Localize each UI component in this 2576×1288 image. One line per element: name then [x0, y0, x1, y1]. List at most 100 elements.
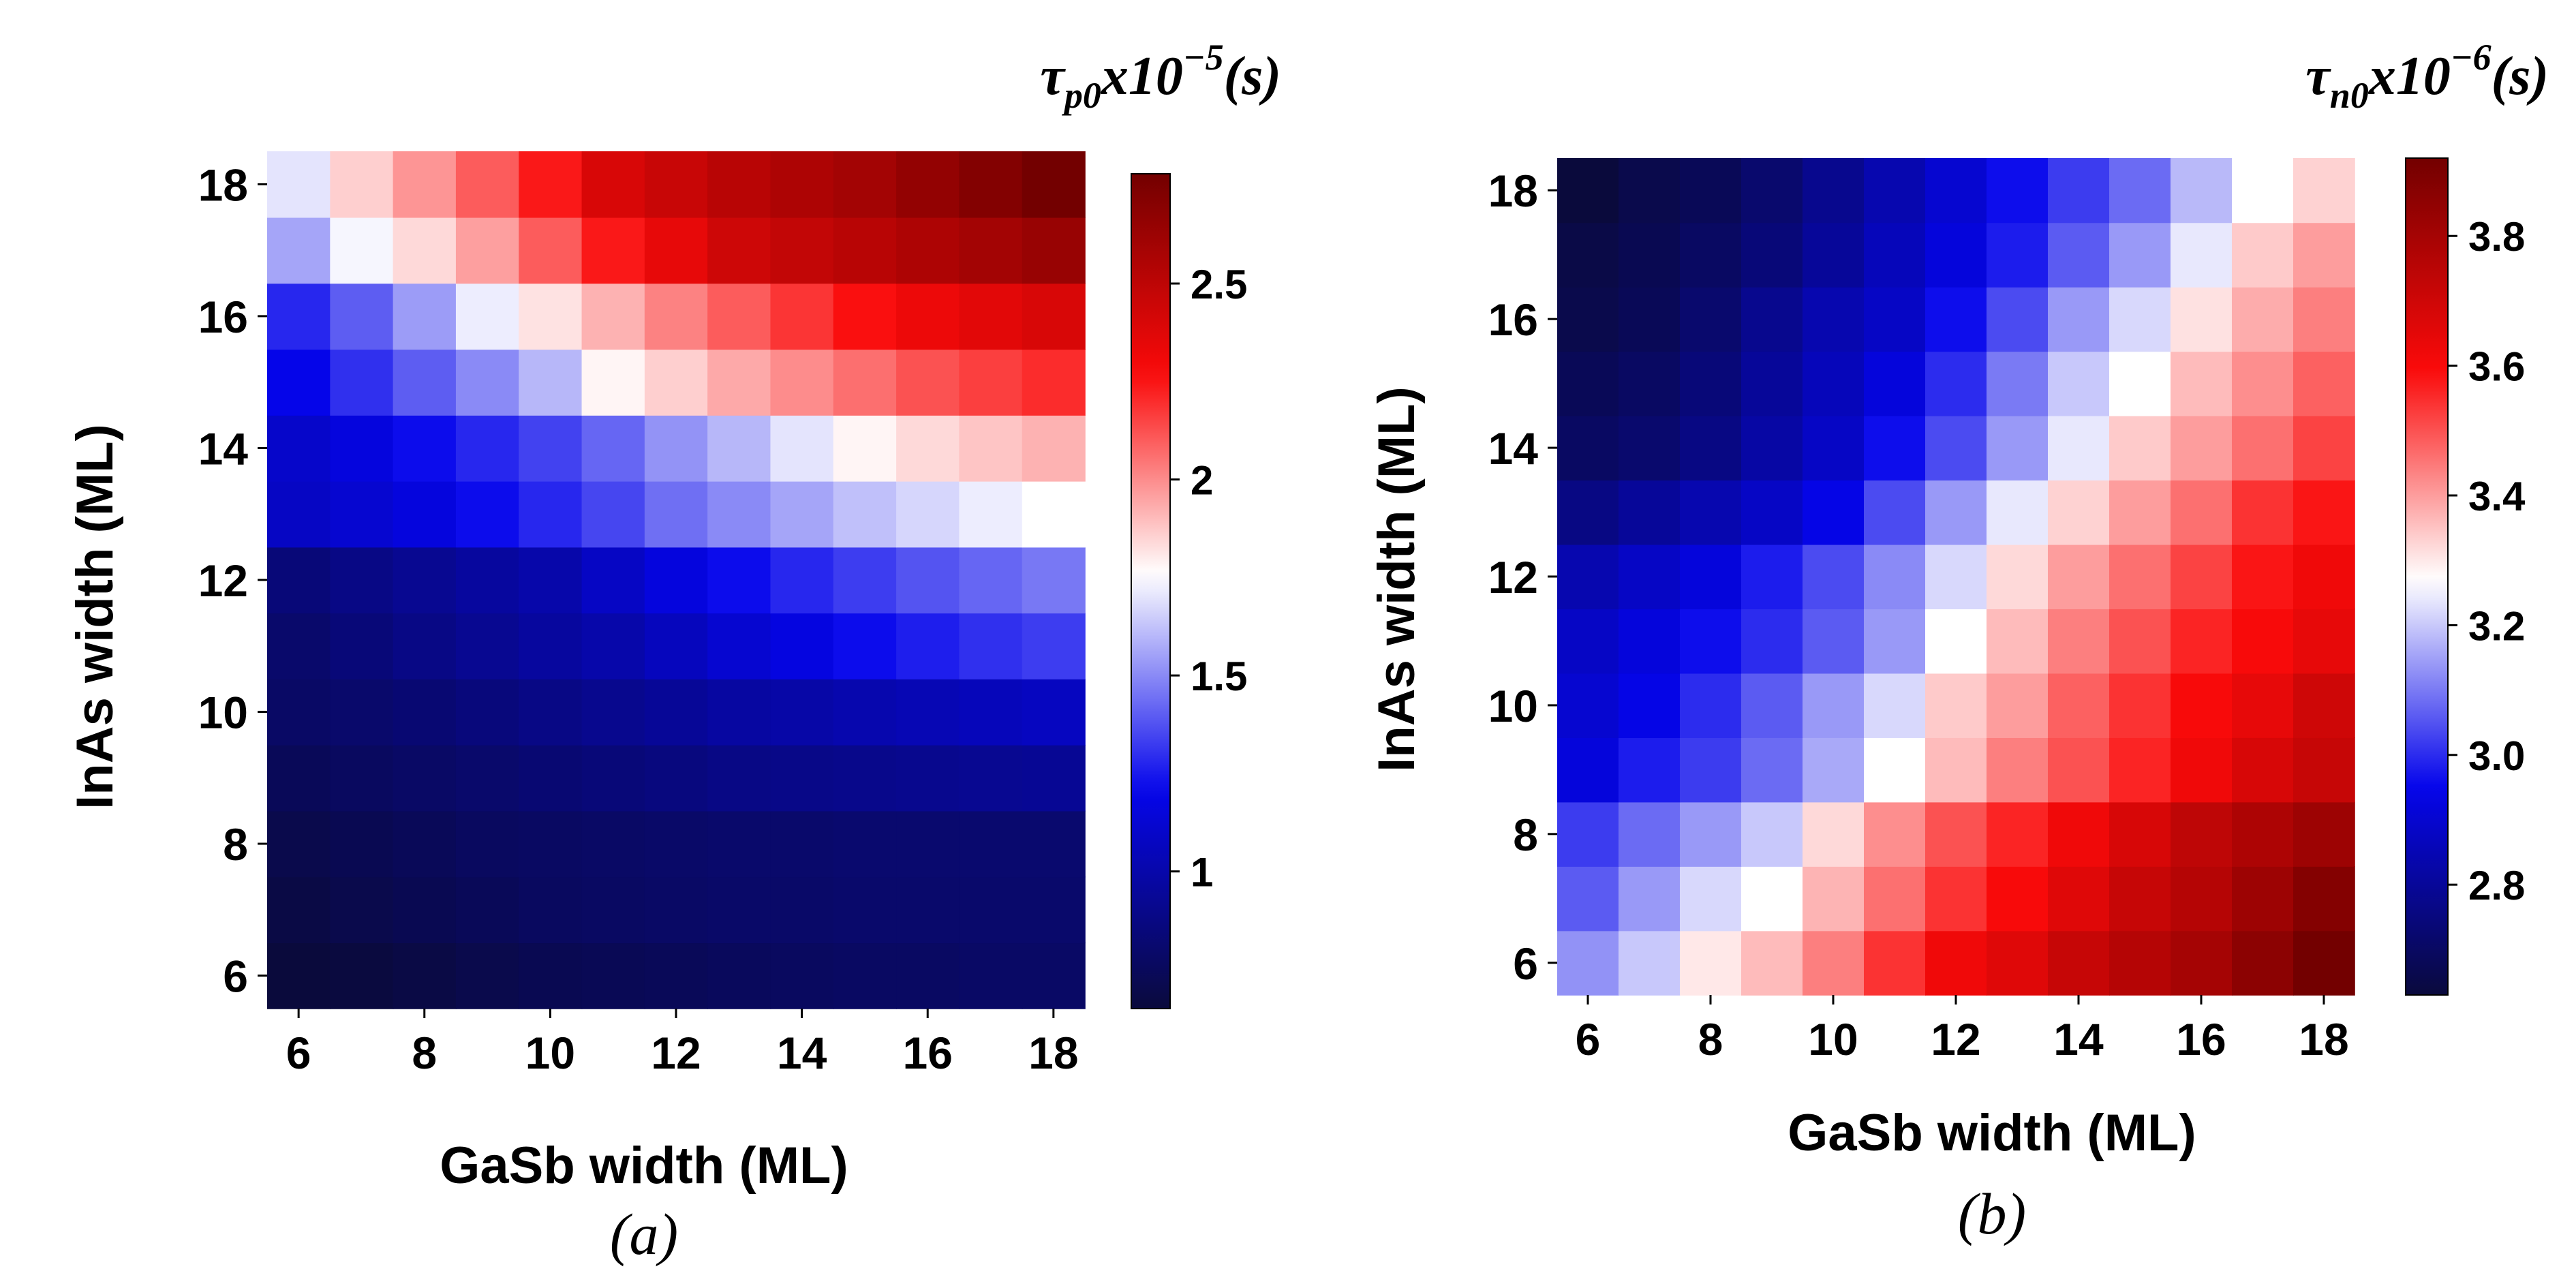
heatmap-cell	[2293, 287, 2355, 352]
heatmap-cell	[959, 151, 1022, 218]
x-ticks-b: 6 8 10 12 14 16 18	[1576, 995, 2349, 1064]
heatmap-cell	[1987, 545, 2049, 609]
heatmap-cell	[2171, 351, 2233, 416]
heatmap-cell	[456, 745, 519, 812]
x-tick-label: 12	[651, 1028, 701, 1078]
x-ticks-a: 6 8 10 12 14 16 18	[286, 1009, 1079, 1078]
heatmap-cell	[2232, 351, 2294, 416]
heatmap-cell	[770, 745, 833, 812]
heatmap-cell	[1925, 416, 1987, 480]
heatmap-cell	[1619, 287, 1681, 352]
heatmap-cell	[2048, 158, 2110, 223]
heatmap-cell	[267, 283, 331, 350]
heatmap-cell	[707, 942, 771, 1009]
heatmap-cell	[330, 217, 393, 284]
heatmap-cell	[1022, 613, 1086, 679]
heatmap-cell	[2171, 737, 2233, 802]
heatmap-cell	[2293, 351, 2355, 416]
heatmap-cell	[1864, 545, 1926, 609]
y-tick-label: 10	[1488, 681, 1538, 731]
heatmap-cell	[896, 151, 960, 218]
heatmap-cell	[707, 613, 771, 679]
colorbar-title-a: τp0x10−5(s)	[1040, 37, 1281, 116]
heatmap-cell	[1864, 222, 1926, 287]
heatmap-cell	[645, 481, 708, 548]
heatmap-cell	[456, 151, 519, 218]
heatmap-cell	[2109, 802, 2171, 867]
heatmap-cell	[1864, 673, 1926, 738]
heatmap-cell	[896, 679, 960, 746]
heatmap-cell	[833, 745, 897, 812]
heatmap-cell	[2109, 480, 2171, 545]
heatmap-cell	[2171, 866, 2233, 931]
heatmap-cell	[833, 217, 897, 284]
heatmap-cell	[582, 349, 645, 416]
heatmap-cell	[1741, 222, 1803, 287]
heatmap-cell	[456, 283, 519, 350]
heatmap-cell	[2293, 802, 2355, 867]
heatmap-cell	[1680, 609, 1742, 673]
heatmap-cell	[833, 481, 897, 548]
heatmap-cell	[959, 481, 1022, 548]
heatmap-cell	[1619, 545, 1681, 609]
heatmap-cell	[1022, 349, 1086, 416]
y-axis-label-a: InAs width (ML)	[66, 424, 124, 810]
heatmap-cell	[833, 283, 897, 350]
heatmap-cell	[1619, 222, 1681, 287]
heatmap-cell	[2293, 222, 2355, 287]
heatmap-cell	[2171, 673, 2233, 738]
x-tick-label: 6	[1576, 1014, 1601, 1064]
heatmap-cell	[645, 349, 708, 416]
heatmap-cell	[330, 745, 393, 812]
heatmap-cell	[2171, 287, 2233, 352]
heatmap-cell	[707, 876, 771, 943]
heatmap-cell	[1987, 609, 2049, 673]
heatmap-cell	[2232, 673, 2294, 738]
heatmap-cell	[1619, 737, 1681, 802]
heatmap-cell	[1803, 737, 1865, 802]
heatmap-cell	[1557, 287, 1619, 352]
heatmap-cell	[1803, 351, 1865, 416]
heatmap-cell	[330, 811, 393, 878]
heatmap-cell	[896, 613, 960, 679]
heatmap-cell	[582, 942, 645, 1009]
heatmap-cell	[1680, 287, 1742, 352]
heatmap-cell	[582, 283, 645, 350]
heatmap-cell	[393, 217, 457, 284]
heatmap-cell	[456, 679, 519, 746]
heatmap-cell	[519, 679, 582, 746]
heatmap-cell	[770, 876, 833, 943]
heatmap-cell	[896, 811, 960, 878]
heatmap-cell	[1022, 811, 1086, 878]
heatmap-cell	[1557, 416, 1619, 480]
y-ticks-a: 6 8 10 12 14 16 18	[198, 159, 267, 1001]
heatmap-cell	[1557, 545, 1619, 609]
heatmap-cell	[1864, 931, 1926, 996]
colorbar-tick-label: 2.8	[2468, 863, 2525, 908]
heatmap-cell	[330, 547, 393, 614]
heatmap-cell	[1619, 609, 1681, 673]
heatmap-cell	[2048, 351, 2110, 416]
heatmap-cell	[2232, 480, 2294, 545]
y-axis-label-b: InAs width (ML)	[1368, 386, 1426, 772]
heatmap-cell	[1680, 480, 1742, 545]
heatmap-cell	[1864, 866, 1926, 931]
heatmap-cell	[2109, 931, 2171, 996]
heatmap-cell	[1680, 351, 1742, 416]
colorbar-ticks-b: 2.8 3.0 3.2 3.4 3.6 3.8	[2448, 214, 2526, 908]
heatmap-cell	[1680, 931, 1742, 996]
panel-b: τn0x10−6(s) 6 8 10 12 14 16 18 6 8 10 12 14 16 18 Ga…	[1368, 37, 2549, 1246]
x-tick-label: 16	[2176, 1014, 2226, 1064]
heatmap-cell	[519, 283, 582, 350]
heatmap-cell	[1987, 416, 2049, 480]
heatmap-cell	[959, 876, 1022, 943]
heatmap-cell	[519, 876, 582, 943]
heatmap-cell	[1680, 158, 1742, 223]
heatmap-cell	[456, 942, 519, 1009]
heatmap-cell	[2048, 287, 2110, 352]
colorbar-tick-label: 3.0	[2468, 733, 2525, 779]
heatmap-cell	[1741, 673, 1803, 738]
heatmap-cell	[2171, 802, 2233, 867]
colorbar-tick-label: 1	[1191, 850, 1213, 895]
x-tick-label: 18	[2299, 1014, 2348, 1064]
